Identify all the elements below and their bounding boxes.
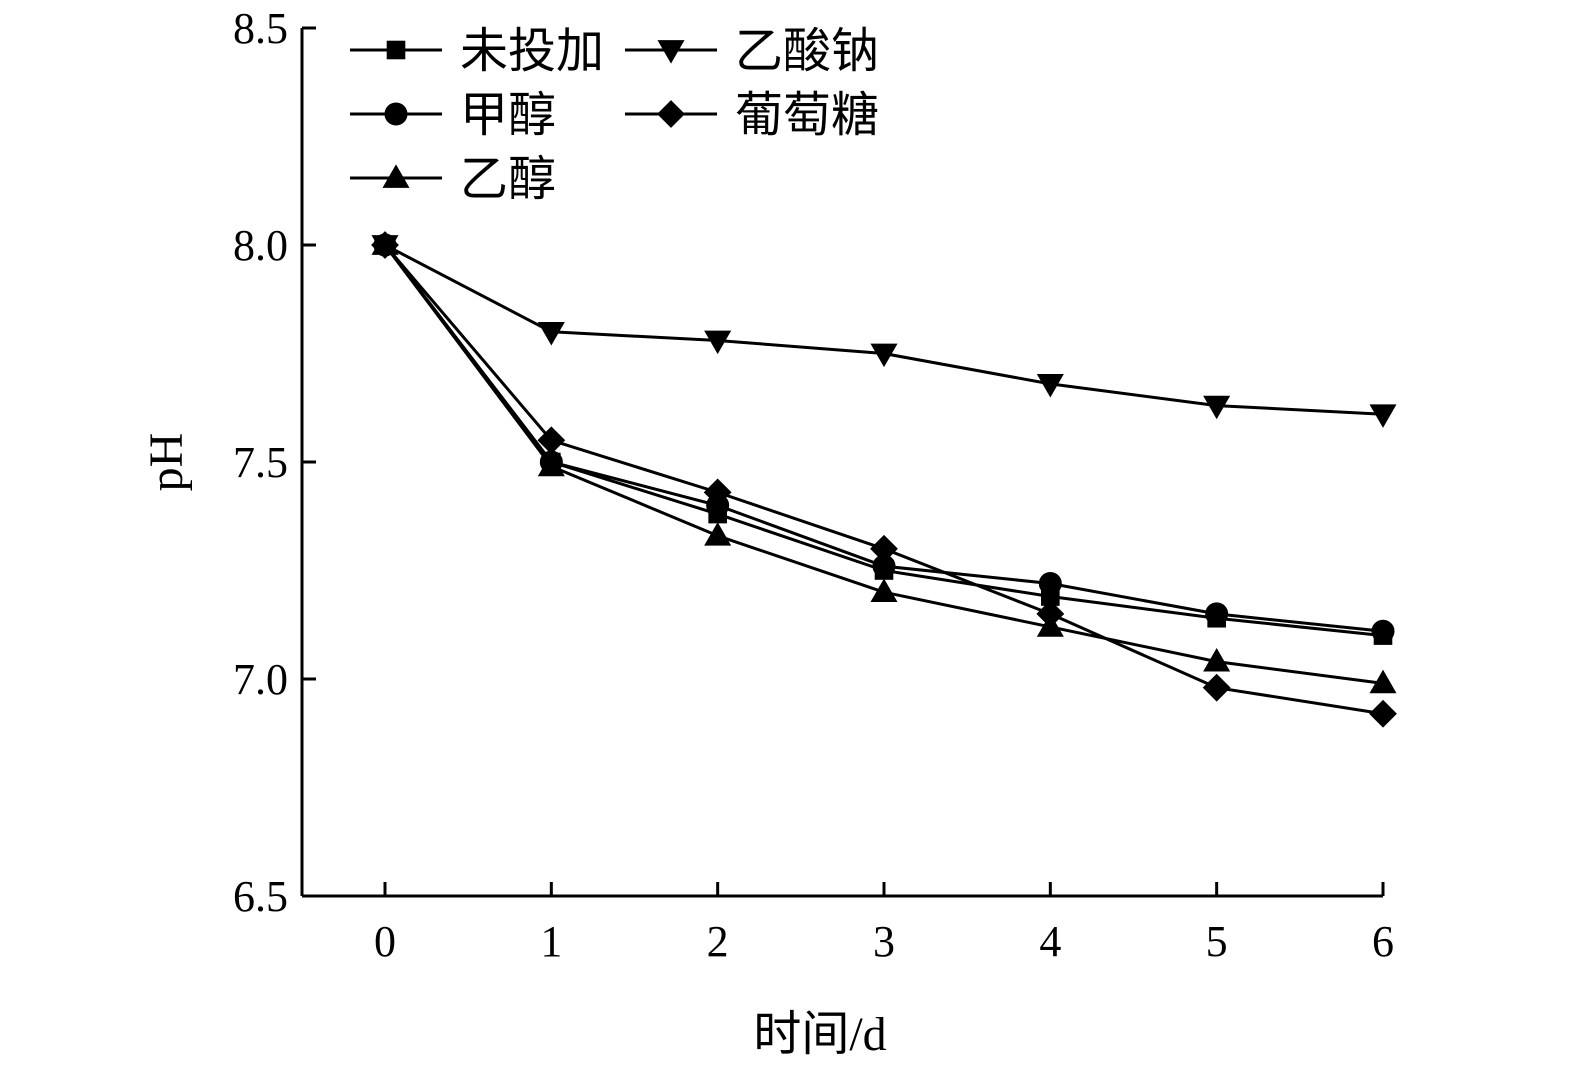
legend-marker [657,40,685,64]
series-layer [371,231,1397,728]
x-tick-label: 3 [873,917,895,966]
x-tick-label: 6 [1372,917,1394,966]
x-tick-label: 4 [1039,917,1061,966]
data-point [1369,404,1397,428]
data-point [537,426,566,455]
x-tick-label: 5 [1206,917,1228,966]
legend-entry: 甲醇 [350,89,556,142]
series-line [383,244,1384,716]
data-point [1202,673,1231,702]
legend-label: 葡萄糖 [735,89,879,142]
data-point [537,321,565,346]
data-point [1036,599,1065,628]
legend-marker [386,40,406,60]
legend-entry: 未投加 [350,25,604,78]
legend-entry: 乙酸钠 [625,25,879,78]
x-tick-label: 0 [374,917,396,966]
data-point [870,534,898,563]
y-tick-label: 7.5 [233,438,288,487]
data-point [1038,572,1062,596]
data-point [870,343,898,368]
data-point [704,330,732,355]
series-4 [371,235,1397,428]
legend-entry: 葡萄糖 [625,89,879,142]
y-tick-label: 8.0 [233,221,288,270]
data-point [371,231,399,259]
x-tick-label: 1 [540,917,562,966]
series-line [383,244,1384,685]
x-tick-label: 2 [707,917,729,966]
legend-entry: 乙醇 [350,153,556,206]
data-point [703,478,732,507]
data-point [1369,669,1397,694]
data-point [537,452,565,477]
legend-marker [382,164,410,188]
data-point [1203,395,1231,420]
legend-label: 未投加 [460,25,604,78]
data-point [870,578,898,603]
y-axis-title: pH [140,433,193,492]
series-line [384,243,1384,416]
legend-marker [657,100,685,128]
y-tick-label: 7.0 [233,655,288,704]
data-point [1205,602,1229,626]
data-point [1203,647,1231,672]
data-point [1036,374,1064,398]
legend-marker [384,102,408,126]
data-point [704,522,732,546]
x-axis-title: 时间/d [753,1008,886,1061]
series-5 [371,231,1397,728]
series-3 [371,231,1397,694]
data-point [1371,619,1395,643]
data-point [1369,699,1397,728]
axes: 6.5 7.0 7.5 8.0 8.5 0 1 2 3 4 5 6 [233,4,1394,966]
y-tick-label: 8.5 [233,4,288,53]
legend-label: 乙醇 [460,153,556,206]
legend-label: 甲醇 [460,89,556,142]
y-tick-label: 6.5 [233,872,288,921]
legend-label: 乙酸钠 [735,25,879,78]
